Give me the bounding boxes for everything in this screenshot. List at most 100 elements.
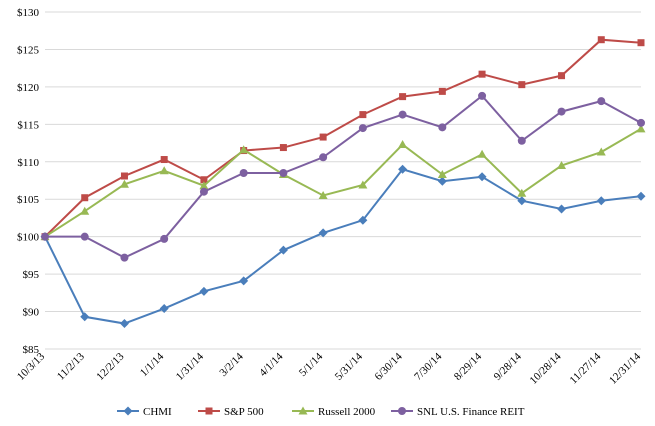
data-point-snl-u-s-finance-reit [398, 110, 407, 119]
data-point-russell-2000 [239, 145, 249, 154]
y-tick-label: $120 [17, 82, 40, 94]
data-point-russell-2000 [199, 181, 209, 190]
x-tick-label: 1/1/14 [138, 350, 167, 379]
legend-label: SNL U.S. Finance REIT [417, 406, 525, 418]
y-tick-label: $125 [17, 44, 40, 56]
y-tick-label: $110 [17, 157, 39, 169]
data-point-chmi [517, 196, 527, 206]
data-point-s-p-500 [558, 72, 566, 80]
data-point-s-p-500 [279, 144, 287, 152]
data-point-snl-u-s-finance-reit [279, 169, 288, 178]
x-tick-label: 6/30/14 [372, 350, 405, 383]
series-line-chmi [44, 168, 642, 325]
x-tick-label: 12/2/13 [94, 350, 127, 383]
data-point-s-p-500 [81, 194, 89, 202]
data-point-s-p-500 [438, 87, 446, 95]
x-tick-label: 9/28/14 [492, 350, 525, 383]
data-point-chmi [358, 215, 368, 225]
data-point-russell-2000 [477, 149, 487, 158]
series-line-russell-2000 [44, 127, 642, 238]
y-tick-label: $115 [17, 119, 39, 131]
y-tick-label: $100 [17, 232, 40, 244]
data-point-chmi [318, 228, 328, 238]
x-tick-label: 8/29/14 [452, 350, 485, 383]
data-point-chmi [278, 245, 288, 255]
data-point-russell-2000 [596, 147, 606, 156]
x-axis-ticks: 10/3/13 11/2/13 12/2/13 1/1/14 1/31/14 3/2/14… [15, 350, 644, 386]
data-point-snl-u-s-finance-reit [517, 136, 526, 145]
legend-marker-russell-2000 [298, 406, 308, 415]
data-point-chmi [477, 172, 487, 182]
data-point-russell-2000 [437, 170, 447, 179]
data-point-s-p-500 [478, 70, 486, 78]
legend: CHMI S&P 500 Russell 2000 SNL U.S. Finance … [117, 406, 525, 418]
data-point-chmi [80, 312, 90, 322]
data-point-russell-2000 [80, 206, 90, 215]
data-point-russell-2000 [636, 124, 646, 133]
x-tick-label: 4/1/14 [257, 350, 286, 379]
data-point-chmi [239, 276, 249, 286]
legend-label: CHMI [143, 406, 172, 418]
y-axis-ticks: $85 $90 $95 $100 $105 $110 $115 $120 $125 $130 [17, 7, 40, 356]
data-point-s-p-500 [160, 156, 168, 164]
data-point-russell-2000 [517, 188, 527, 197]
data-point-snl-u-s-finance-reit [557, 107, 566, 116]
x-tick-label: 10/28/14 [528, 350, 564, 386]
data-point-russell-2000 [398, 140, 408, 149]
x-tick-label: 1/31/14 [174, 350, 207, 383]
data-point-snl-u-s-finance-reit [120, 253, 129, 262]
legend-marker-snl-u-s-finance-reit [398, 407, 406, 415]
data-point-russell-2000 [119, 179, 129, 188]
legend-marker-chmi [123, 406, 133, 416]
data-point-s-p-500 [200, 176, 208, 184]
data-point-s-p-500 [637, 39, 645, 47]
data-point-snl-u-s-finance-reit [438, 123, 447, 132]
series-chmi [40, 164, 646, 329]
x-tick-label: 12/31/14 [607, 350, 643, 386]
series-line-s-p-500 [44, 38, 642, 238]
data-point-snl-u-s-finance-reit [319, 153, 328, 162]
legend-item-russell-2000: Russell 2000 [292, 406, 376, 418]
data-point-chmi [159, 304, 169, 314]
data-point-russell-2000 [358, 180, 368, 189]
legend-item-s-p-500: S&P 500 [198, 406, 264, 418]
data-point-chmi [636, 191, 646, 201]
x-tick-label: 5/1/14 [297, 350, 326, 379]
legend-marker-s-p-500 [205, 407, 213, 415]
gridlines [45, 11, 641, 350]
y-tick-label: $105 [17, 194, 40, 206]
data-point-snl-u-s-finance-reit [80, 232, 89, 241]
x-tick-label: 7/30/14 [412, 350, 445, 383]
data-point-chmi [557, 204, 567, 214]
data-point-chmi [596, 196, 606, 206]
data-point-s-p-500 [120, 172, 128, 180]
y-tick-label: $130 [17, 7, 40, 19]
data-point-chmi [398, 164, 408, 174]
data-point-snl-u-s-finance-reit [597, 97, 606, 106]
y-tick-label: $90 [23, 307, 40, 319]
data-point-snl-u-s-finance-reit [478, 91, 487, 100]
series-snl-u-s-finance-reit [41, 91, 645, 262]
x-tick-label: 3/2/14 [217, 350, 246, 379]
y-tick-label: $85 [23, 344, 40, 356]
x-tick-label: 11/2/13 [55, 350, 87, 382]
data-point-snl-u-s-finance-reit [41, 232, 49, 241]
x-tick-label: 5/31/14 [333, 350, 366, 383]
series-line-snl-u-s-finance-reit [45, 94, 642, 259]
data-point-s-p-500 [399, 93, 407, 101]
data-point-s-p-500 [518, 81, 526, 89]
data-point-snl-u-s-finance-reit [239, 169, 248, 178]
data-point-chmi [437, 176, 447, 186]
data-point-russell-2000 [557, 161, 567, 170]
series-russell-2000 [40, 124, 646, 241]
data-point-s-p-500 [319, 133, 327, 141]
data-point-russell-2000 [159, 166, 169, 175]
data-point-snl-u-s-finance-reit [358, 124, 367, 133]
data-point-russell-2000 [318, 190, 328, 199]
data-point-s-p-500 [359, 111, 367, 119]
data-point-chmi [199, 286, 209, 296]
data-point-chmi [119, 319, 129, 329]
legend-label: Russell 2000 [318, 406, 376, 418]
data-point-snl-u-s-finance-reit [199, 187, 208, 196]
series-lines [40, 36, 646, 329]
